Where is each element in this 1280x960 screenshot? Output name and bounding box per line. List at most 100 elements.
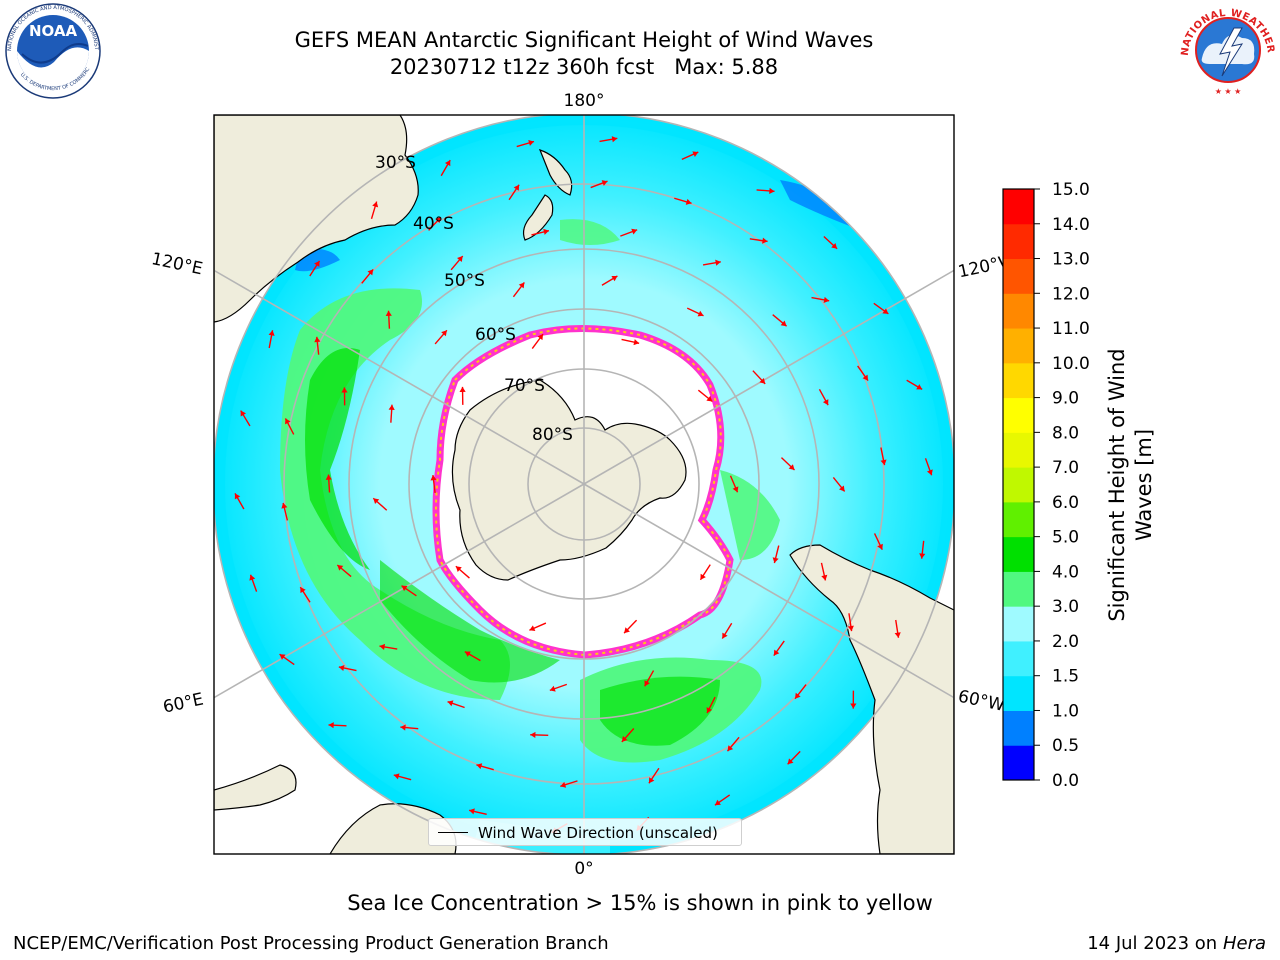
- colorbar-segment: [1003, 640, 1034, 677]
- colorbar-tick-label: 1.5: [1052, 667, 1079, 687]
- colorbar-segment: [1003, 710, 1034, 746]
- wave-direction-arrowhead: [772, 557, 779, 564]
- wave-direction-arrowhead: [367, 269, 374, 276]
- wave-direction-arrowhead: [528, 139, 535, 146]
- colorbar-tick-label: 3.0: [1052, 597, 1079, 617]
- meridian-label-60w: 60°W: [956, 687, 1006, 716]
- wave-direction-arrowhead: [400, 724, 406, 731]
- wave-direction-arrowhead: [780, 320, 787, 327]
- wave-direction-arrowhead: [385, 310, 392, 317]
- wave-direction-arrowhead: [549, 685, 556, 692]
- colorbar-segment: [1003, 745, 1034, 781]
- wave-direction-arrowhead: [560, 781, 567, 788]
- meridian-label-120e: 120°E: [150, 249, 205, 279]
- footer-branch: NCEP/EMC/Verification Post Processing Pr…: [13, 933, 609, 954]
- wave-direction-arrowhead: [325, 474, 332, 480]
- colorbar-segment: [1003, 328, 1034, 364]
- colorbar-tick-label: 10.0: [1052, 354, 1090, 374]
- wave-direction-arrowhead: [543, 228, 549, 235]
- colorbar-tick-label: 0.5: [1052, 736, 1079, 756]
- colorbar: [1003, 189, 1034, 781]
- wave-direction-arrowhead: [529, 625, 536, 632]
- wave-direction-arrowhead: [839, 485, 845, 492]
- wave-direction-arrowhead: [337, 564, 344, 571]
- wave-direction-arrowhead: [822, 399, 829, 406]
- colorbar-tick-label: 6.0: [1052, 493, 1079, 513]
- colorbar-tick-label: 2.0: [1052, 632, 1079, 652]
- wave-direction-arrowhead: [379, 643, 386, 650]
- wave-direction-arrowhead: [700, 573, 706, 580]
- chart-title: GEFS MEAN Antarctic Significant Height o…: [294, 28, 874, 52]
- south-america-land: [789, 544, 954, 854]
- wave-direction-arrowhead: [447, 700, 454, 707]
- wave-direction-arrowhead: [788, 464, 795, 470]
- wave-direction-arrowhead: [279, 654, 286, 660]
- meridian-line: [583, 483, 954, 699]
- wave-direction-arrowhead: [715, 259, 721, 266]
- wave-direction-arrowhead: [300, 587, 306, 594]
- colorbar-tick-label: 4.0: [1052, 562, 1079, 582]
- parallel-label-40s: 40°S: [413, 214, 454, 234]
- parallel-label-60s: 60°S: [475, 325, 516, 345]
- wave-direction-arrowhead: [882, 308, 889, 314]
- wave-direction-arrowhead: [441, 330, 447, 337]
- wave-direction-arrowhead: [234, 493, 241, 500]
- wave-direction-arrowhead: [644, 680, 650, 687]
- wave-direction-arrowhead: [631, 228, 638, 235]
- footer-machine: Hera: [1222, 933, 1266, 954]
- wave-direction-arrowhead: [464, 651, 471, 657]
- wave-direction-arrowhead: [880, 459, 887, 466]
- wave-direction-arrowhead: [732, 486, 739, 493]
- wave-direction-arrowhead: [285, 418, 291, 425]
- wave-direction-arrowhead: [759, 377, 766, 384]
- wave-direction-arrowhead: [831, 242, 838, 249]
- wave-direction-arrowhead: [685, 198, 692, 205]
- wave-direction-arrowhead: [455, 566, 462, 572]
- wave-direction-arrowhead: [249, 574, 256, 581]
- wave-direction-arrowhead: [444, 160, 451, 167]
- wave-direction-arrowhead: [624, 627, 630, 634]
- wave-direction-arrowhead: [469, 808, 475, 815]
- wave-direction-arrowhead: [459, 386, 466, 393]
- colorbar-tick-label: 14.0: [1052, 215, 1090, 235]
- colorbar-tick-label: 7.0: [1052, 458, 1079, 478]
- footer-date: 14 Jul 2023 on Hera: [1087, 933, 1266, 954]
- colorbar-segment: [1003, 293, 1034, 329]
- wave-direction-arrowhead: [795, 692, 801, 699]
- colorbar-tick-label: 8.0: [1052, 423, 1079, 443]
- wave-direction-arrowhead: [762, 237, 768, 244]
- wave-direction-arrowhead: [714, 799, 721, 806]
- colorbar-tick-label: 1.0: [1052, 701, 1079, 721]
- colorbar-tick-label: 9.0: [1052, 389, 1079, 409]
- colorbar-tick-label: 5.0: [1052, 528, 1079, 548]
- footer-date-text: 14 Jul 2023 on: [1087, 933, 1223, 954]
- meridian-label-180: 180°: [564, 91, 605, 111]
- wave-direction-arrowhead: [372, 201, 379, 208]
- chart-subtitle: 20230712 t12z 360h fcst Max: 5.88: [389, 55, 779, 79]
- wave-direction-arrowhead: [706, 395, 713, 402]
- wave-direction-arrowhead: [862, 374, 869, 381]
- colorbar-ticks: 0.0 0.5 1.0 1.5 2.0 3.0 4.0 5.0 6.0 7.0 8.0 9.0 10.0…: [1034, 180, 1090, 791]
- wave-direction-arrowhead: [919, 553, 926, 559]
- legend-line-swatch: [438, 832, 468, 833]
- wave-direction-arrowhead: [537, 334, 544, 341]
- wave-direction-arrowhead: [633, 339, 640, 346]
- wave-direction-arrowhead: [850, 703, 857, 709]
- colorbar-tick-label: 0.0: [1052, 771, 1079, 791]
- antarctica-land: [451, 379, 687, 581]
- wave-direction-arrowhead: [692, 151, 699, 157]
- wave-direction-arrowhead: [697, 310, 704, 317]
- colorbar-frame: [1002, 188, 1035, 781]
- wave-direction-arrowhead: [727, 745, 734, 752]
- colorbar-segment: [1003, 189, 1034, 225]
- wave-direction-arrowhead: [457, 256, 463, 262]
- colorbar-segment: [1003, 397, 1034, 433]
- colorbar-title: Significant Height of Wind Waves [m]: [1104, 348, 1158, 621]
- svg-text:★ ★ ★: ★ ★ ★: [1215, 87, 1242, 96]
- wave-direction-arrowhead: [787, 758, 794, 765]
- wave-direction-arrowhead: [281, 502, 288, 509]
- colorbar-segment: [1003, 571, 1034, 607]
- colorbar-segment: [1003, 223, 1034, 260]
- nws-logo: NATIONAL WEATHER SERVICE ★ ★ ★: [1176, 0, 1276, 96]
